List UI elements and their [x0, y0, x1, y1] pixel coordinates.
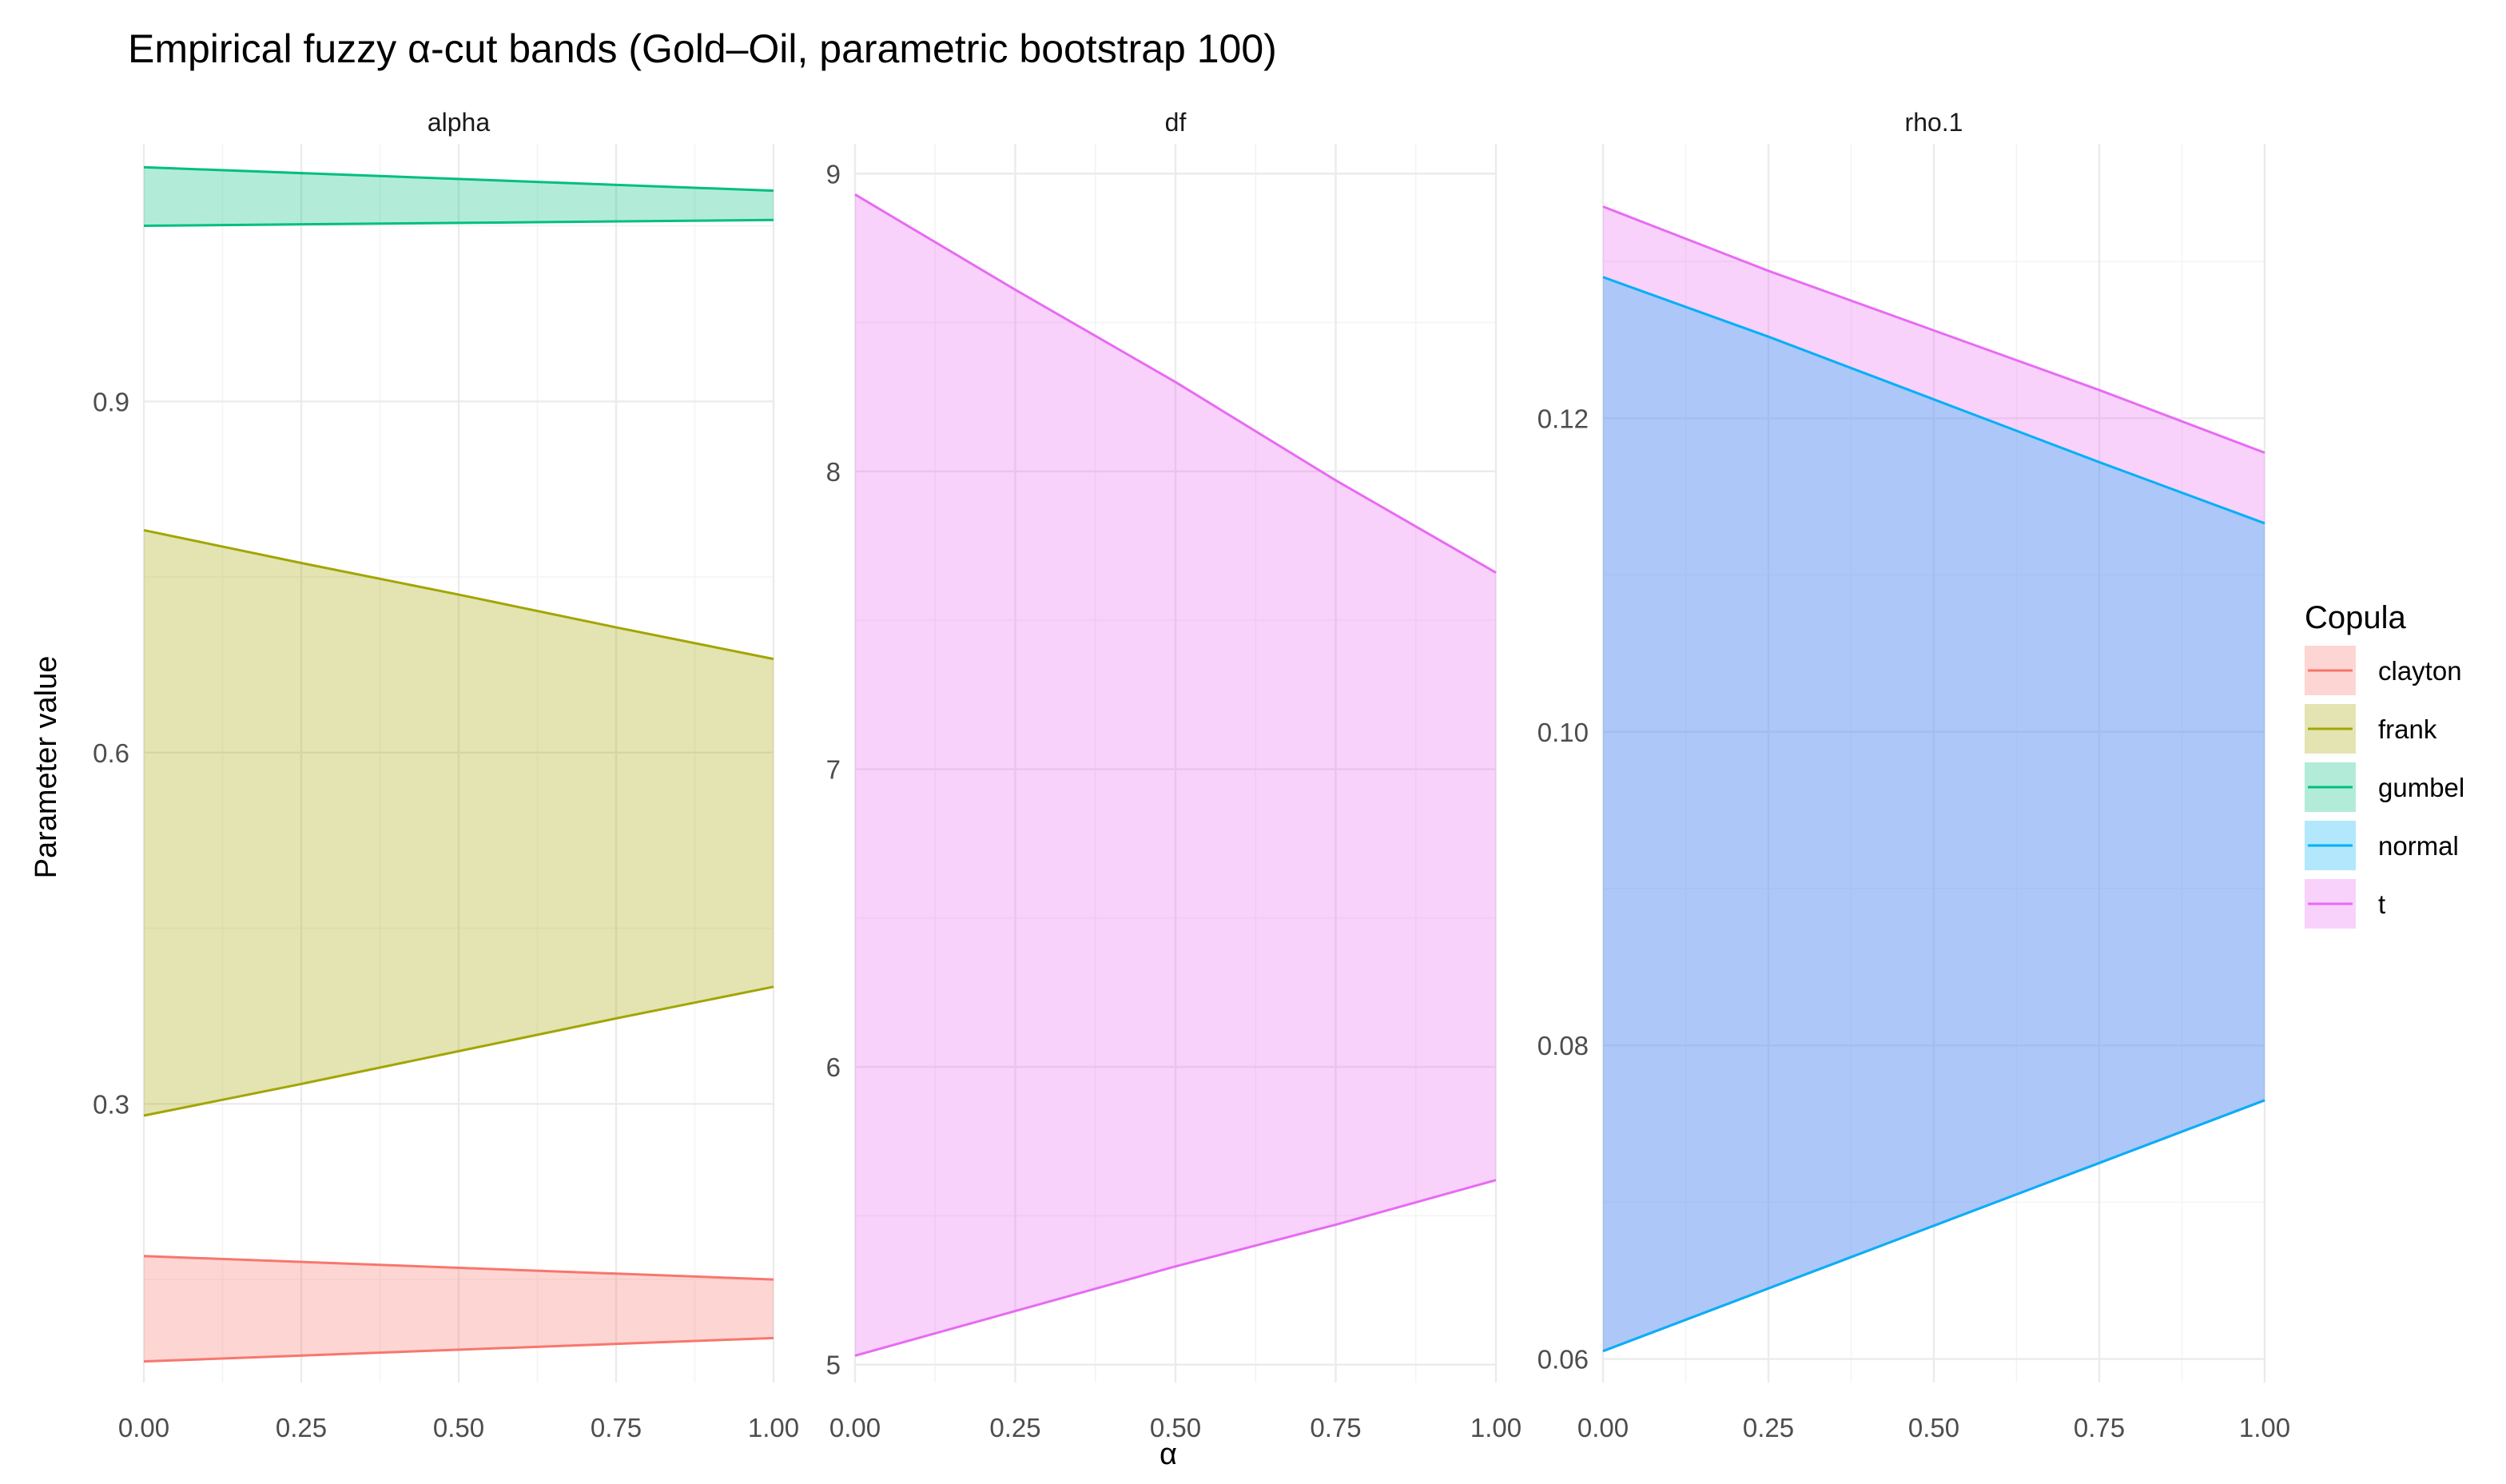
legend-item-t: t — [2305, 879, 2385, 929]
legend-items: clayton frank gumbel normal t — [2305, 646, 2464, 929]
band-upper-line-normal — [1602, 276, 2265, 525]
x-tick-label: 1.00 — [1470, 1413, 1522, 1442]
strip-label-df: df — [1165, 108, 1187, 137]
y-tick-label: 7 — [826, 754, 841, 784]
band-fill-clayton — [144, 1255, 774, 1362]
x-tick-label: 0.50 — [433, 1413, 484, 1442]
legend-label: frank — [2378, 714, 2437, 744]
x-tick-label: 0.75 — [591, 1413, 642, 1442]
panel-df: df 0.00 0.25 0.50 0.75 1.00 5 6 7 8 9 — [826, 108, 1522, 1442]
x-tick-label: 0.25 — [276, 1413, 327, 1442]
panel-alpha: alpha 0.00 0.25 0.50 0.75 1.00 0.3 0.6 0.9 — [93, 108, 799, 1442]
y-tick-label: 0.3 — [93, 1089, 129, 1119]
legend-label: t — [2378, 889, 2385, 919]
y-tick-label: 8 — [826, 457, 841, 487]
band-clayton — [143, 1255, 774, 1363]
band-fill-gumbel — [144, 167, 774, 226]
y-tick-label: 0.6 — [93, 738, 129, 768]
band-upper-line-clayton — [143, 1255, 774, 1281]
y-tick-label: 0.10 — [1537, 718, 1589, 747]
legend-item-gumbel: gumbel — [2305, 762, 2464, 812]
x-tick-label: 0.75 — [2074, 1413, 2125, 1442]
x-axis-title: α — [1160, 1438, 1177, 1471]
y-tick-label: 0.12 — [1537, 404, 1589, 433]
band-t — [854, 193, 1497, 1357]
band-lower-line-clayton — [143, 1336, 774, 1363]
x-tick-label: 0.75 — [1310, 1413, 1361, 1442]
y-tick-label: 0.08 — [1537, 1031, 1589, 1060]
band-fill-t — [855, 194, 1496, 1356]
band-fill-t — [1603, 206, 2265, 1351]
legend-label: gumbel — [2378, 773, 2464, 802]
y-tick-label: 0.06 — [1537, 1345, 1589, 1375]
y-tick-label: 9 — [826, 159, 841, 189]
chart-title: Empirical fuzzy α-cut bands (Gold–Oil, p… — [128, 26, 1277, 71]
y-tick-label: 5 — [826, 1351, 841, 1380]
x-tick-label: 1.00 — [748, 1413, 799, 1442]
legend-label: clayton — [2378, 656, 2462, 686]
legend-title: Copula — [2305, 600, 2407, 635]
band-lower-line-frank — [143, 985, 774, 1117]
band-upper-line-gumbel — [143, 165, 774, 193]
x-tick-label: 0.00 — [829, 1413, 881, 1442]
x-tick-label: 0.25 — [989, 1413, 1040, 1442]
band-fill-frank — [144, 530, 774, 1116]
x-tick-label: 0.00 — [1577, 1413, 1629, 1442]
band-lower-line-gumbel — [143, 218, 774, 228]
x-tick-label: 1.00 — [2239, 1413, 2290, 1442]
band-normal — [1602, 276, 2265, 1353]
legend: Copula clayton frank gumbel normal t — [2305, 600, 2464, 929]
y-tick-label: 6 — [826, 1052, 841, 1082]
band-lower-line-t — [854, 1179, 1497, 1357]
y-tick-label: 0.9 — [93, 387, 129, 416]
band-upper-line-frank — [143, 528, 774, 661]
band-upper-line-t — [854, 193, 1497, 574]
x-tick-label: 0.50 — [1150, 1413, 1201, 1442]
band-fill-normal — [1603, 277, 2265, 1351]
strip-label-rho-1: rho.1 — [1905, 108, 1963, 137]
strip-label-alpha: alpha — [428, 108, 491, 137]
legend-item-frank: frank — [2305, 704, 2437, 754]
panel-rho-1: rho.1 0.00 0.25 0.50 0.75 1.00 0.06 0.08 0.10 0.1… — [1537, 108, 2290, 1442]
x-tick-label: 0.25 — [1743, 1413, 1794, 1442]
legend-label: normal — [2378, 831, 2459, 861]
facet-panels: alpha 0.00 0.25 0.50 0.75 1.00 0.3 0.6 0.9 df 0.00… — [93, 108, 2290, 1442]
band-upper-line-t — [1602, 205, 2265, 454]
legend-item-clayton: clayton — [2305, 646, 2462, 695]
legend-item-normal: normal — [2305, 821, 2459, 870]
band-lower-line-normal — [1602, 1099, 2265, 1353]
band-frank — [143, 528, 774, 1117]
y-axis-title: Parameter value — [30, 656, 63, 879]
x-tick-label: 0.50 — [1908, 1413, 1959, 1442]
x-tick-label: 0.00 — [118, 1413, 169, 1442]
band-gumbel — [143, 165, 774, 228]
